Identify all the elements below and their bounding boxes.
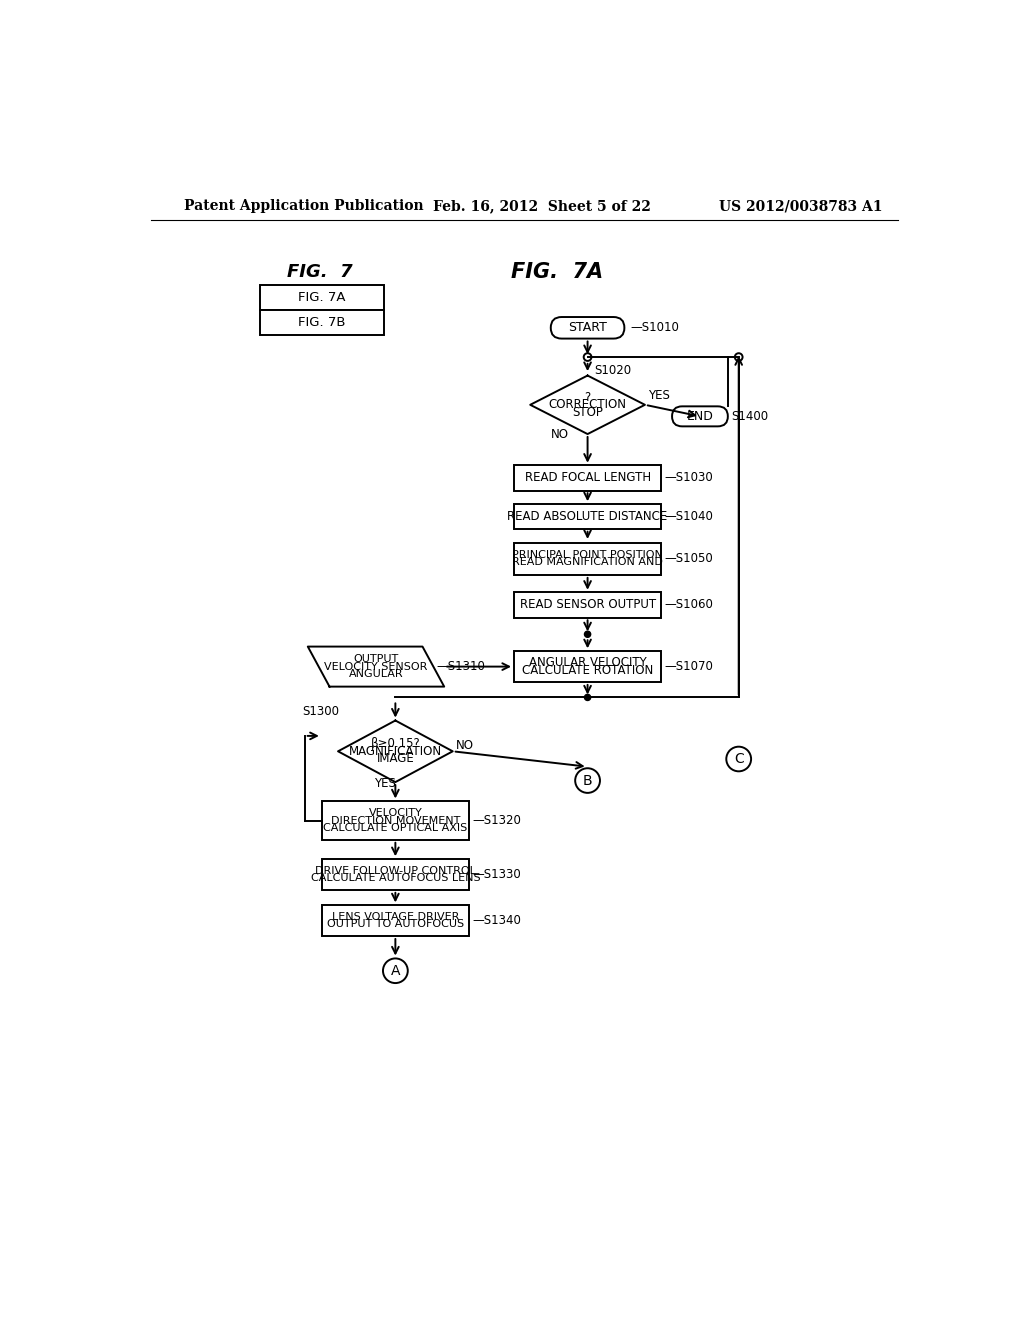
Text: FIG. 7A: FIG. 7A [298, 292, 345, 305]
Text: —S1060: —S1060 [665, 598, 713, 611]
FancyBboxPatch shape [551, 317, 625, 339]
Circle shape [585, 694, 591, 701]
Text: VELOCITY: VELOCITY [369, 808, 422, 818]
Text: β≥0.15?: β≥0.15? [371, 737, 420, 750]
Bar [322, 906, 469, 936]
Text: NO: NO [550, 428, 568, 441]
Text: STOP: STOP [572, 407, 603, 418]
Text: START: START [568, 321, 607, 334]
Text: S1400: S1400 [731, 409, 768, 422]
Bar [322, 859, 469, 890]
Text: —S1340: —S1340 [472, 915, 521, 927]
Bar [322, 801, 469, 840]
FancyBboxPatch shape [672, 407, 728, 426]
Text: ANGULAR: ANGULAR [349, 669, 403, 680]
Text: S1300: S1300 [302, 705, 339, 718]
Text: YES: YES [374, 777, 395, 791]
Text: A: A [390, 964, 400, 978]
Text: —S1320: —S1320 [472, 814, 521, 828]
Text: IMAGE: IMAGE [377, 752, 415, 766]
Text: Feb. 16, 2012  Sheet 5 of 22: Feb. 16, 2012 Sheet 5 of 22 [432, 199, 650, 213]
Text: DIRECTION MOVEMENT: DIRECTION MOVEMENT [331, 816, 460, 825]
Text: ?: ? [585, 391, 591, 404]
Text: DRIVE FOLLOW-UP CONTROL: DRIVE FOLLOW-UP CONTROL [315, 866, 476, 876]
Text: MAGNIFICATION: MAGNIFICATION [349, 744, 442, 758]
Bar [260, 285, 384, 310]
Text: LENS VOLTAGE DRIVER: LENS VOLTAGE DRIVER [332, 912, 459, 923]
Text: —S1330: —S1330 [472, 869, 521, 880]
Text: —S1030: —S1030 [665, 471, 713, 484]
Text: CALCULATE OPTICAL AXIS: CALCULATE OPTICAL AXIS [324, 822, 468, 833]
Text: FIG.  7A: FIG. 7A [511, 263, 603, 282]
Circle shape [585, 631, 591, 638]
Text: —S1310: —S1310 [436, 660, 485, 673]
Bar [514, 651, 662, 682]
Text: C: C [734, 752, 743, 766]
Text: PRINCIPAL POINT POSITION: PRINCIPAL POINT POSITION [512, 550, 663, 560]
Text: READ SENSOR OUTPUT: READ SENSOR OUTPUT [519, 598, 655, 611]
Text: S1020: S1020 [594, 364, 631, 378]
Bar [260, 310, 384, 335]
Text: —S1070: —S1070 [665, 660, 713, 673]
Text: OUTPUT TO AUTOFOCUS: OUTPUT TO AUTOFOCUS [327, 919, 464, 929]
Text: FIG.  7: FIG. 7 [288, 264, 353, 281]
Bar [514, 593, 662, 618]
Text: OUTPUT: OUTPUT [353, 653, 398, 664]
Text: CALCULATE ROTATION: CALCULATE ROTATION [522, 664, 653, 677]
Text: —S1040: —S1040 [665, 510, 713, 523]
Text: FIG. 7B: FIG. 7B [298, 315, 345, 329]
Text: Patent Application Publication: Patent Application Publication [183, 199, 424, 213]
Bar [514, 504, 662, 529]
Text: B: B [583, 774, 593, 788]
Text: VELOCITY SENSOR: VELOCITY SENSOR [325, 661, 428, 672]
Text: CALCULATE AUTOFOCUS LENS: CALCULATE AUTOFOCUS LENS [310, 873, 480, 883]
Text: —S1050: —S1050 [665, 552, 713, 565]
Text: ANGULAR VELOCITY: ANGULAR VELOCITY [528, 656, 646, 669]
Text: CORRECTION: CORRECTION [549, 399, 627, 412]
Text: READ MAGNIFICATION AND: READ MAGNIFICATION AND [512, 557, 663, 568]
Text: US 2012/0038783 A1: US 2012/0038783 A1 [719, 199, 882, 213]
Text: READ ABSOLUTE DISTANCE: READ ABSOLUTE DISTANCE [508, 510, 668, 523]
Text: —S1010: —S1010 [630, 321, 679, 334]
Text: END: END [686, 409, 714, 422]
Bar [514, 465, 662, 491]
Bar [514, 543, 662, 576]
Text: READ FOCAL LENGTH: READ FOCAL LENGTH [524, 471, 650, 484]
Text: YES: YES [648, 389, 670, 403]
Text: NO: NO [456, 739, 474, 751]
